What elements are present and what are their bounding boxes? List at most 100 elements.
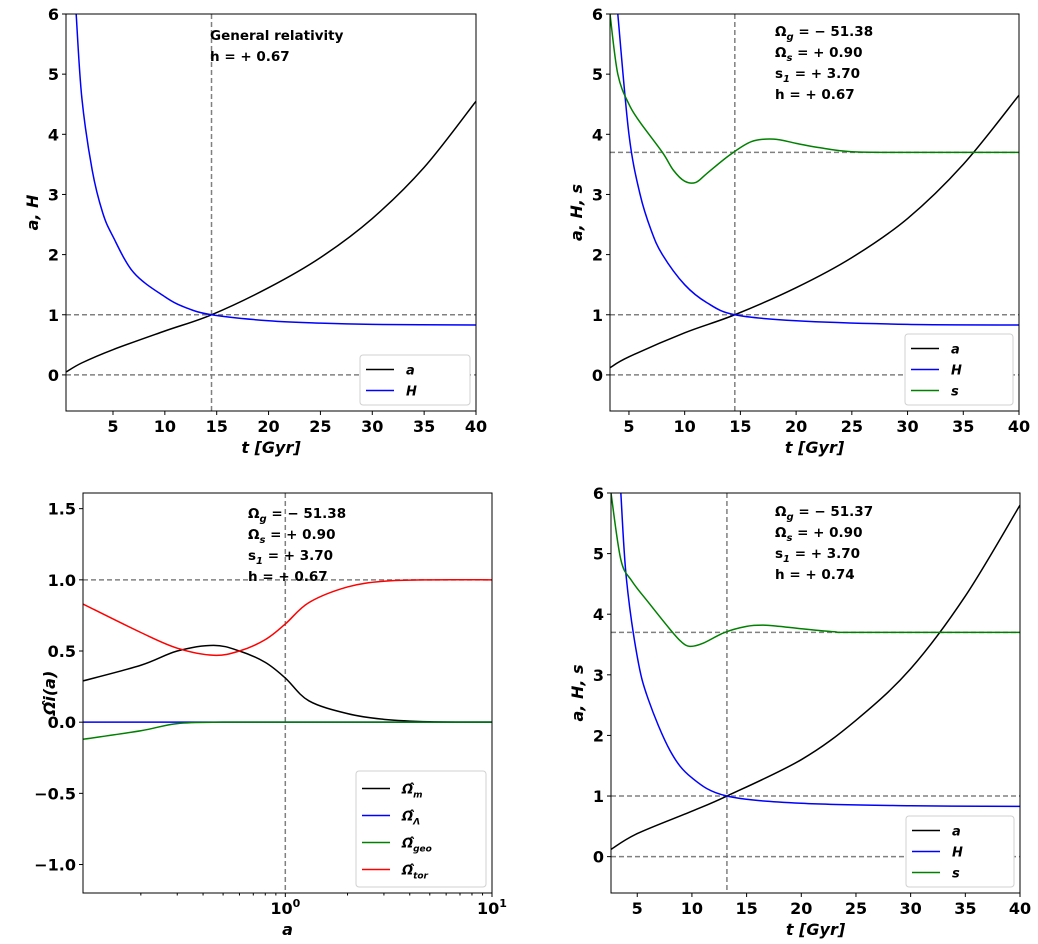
- y-tick-label: 1.5: [48, 500, 76, 519]
- y-tick-label: −1.0: [34, 856, 76, 875]
- annotation-value: = − 51.38: [794, 24, 873, 40]
- annotation-value: = + 0.90: [792, 45, 862, 61]
- series-group: [611, 493, 1020, 851]
- y-axis-label: a, H, s: [567, 184, 586, 241]
- annotation-value: = + 0.90: [265, 527, 335, 543]
- legend-label: s: [951, 385, 959, 400]
- series-group: [610, 14, 1019, 369]
- y-tick-label: 0.0: [48, 713, 76, 732]
- x-tick-label: 25: [309, 417, 331, 436]
- x-tick-label: 30: [361, 417, 383, 436]
- annotation-value: = − 51.38: [267, 506, 346, 522]
- x-axis-label: t [Gyr]: [241, 438, 301, 457]
- y-tick-label: 0.5: [48, 642, 76, 661]
- y-axis-label: a, H, s: [568, 664, 587, 721]
- y-axis-label: Ω̂i(a): [40, 671, 59, 717]
- legend-label: a: [406, 364, 415, 379]
- annotation-subscript: g: [259, 514, 266, 525]
- y-tick-label: 6: [48, 5, 59, 24]
- annotation-value: = + 3.70: [790, 546, 860, 562]
- x-tick-label: 20: [257, 417, 279, 436]
- x-tick-label: 15: [206, 417, 228, 436]
- y-tick-label: 2: [48, 246, 59, 265]
- annotation-text: h = + 0.74: [775, 567, 855, 583]
- x-tick-exponent: 0: [293, 897, 301, 910]
- annotation-text: Ωs = + 0.90: [248, 527, 335, 546]
- y-tick-label: 1: [593, 787, 604, 806]
- series-group: [66, 14, 476, 373]
- annotation-subscript: g: [786, 512, 793, 523]
- x-tick-label: 5: [632, 899, 643, 918]
- x-axis-label: t [Gyr]: [785, 438, 845, 457]
- annotation-subscript: s: [786, 53, 792, 64]
- annotation-subscript: 1: [256, 556, 263, 567]
- y-tick-label: 0: [48, 366, 59, 385]
- legend-label: a: [951, 343, 960, 358]
- annotation-value: = + 0.67: [785, 87, 855, 103]
- annotation-text: Ωg = − 51.38: [248, 506, 346, 525]
- annotation-value: = + 0.74: [785, 567, 855, 583]
- y-tick-label: 4: [593, 605, 604, 624]
- annotation-text: General relativity: [210, 28, 344, 44]
- x-tick-label: 25: [841, 417, 863, 436]
- series-line-a: [66, 100, 476, 373]
- x-tick-label: 5: [623, 417, 634, 436]
- x-tick-label: 101: [477, 897, 507, 918]
- legend: aHs: [905, 815, 1015, 888]
- annotation-value: = + 3.70: [263, 548, 333, 564]
- annotation-subscript: 1: [783, 554, 790, 565]
- series-line-H: [617, 14, 1019, 326]
- x-tick-label: 15: [729, 417, 751, 436]
- annotation-text: Ωs = + 0.90: [775, 45, 862, 64]
- annotation-subscript: g: [786, 32, 793, 43]
- x-tick-label: 20: [785, 417, 807, 436]
- y-tick-label: 6: [593, 484, 604, 503]
- legend-label: a: [952, 825, 961, 840]
- annotation-subscript: 1: [783, 74, 790, 85]
- subplot-top-right: 5 10 15 20 25 30 35 40 0 1 2 3 4 5 6 t [Gyr] a, H, s Ωg =…: [567, 5, 1030, 457]
- x-tick-label: 100: [270, 897, 300, 918]
- y-tick-label: 2: [593, 726, 604, 745]
- legend-subscript: geo: [413, 845, 432, 855]
- legend-box: [905, 815, 1015, 888]
- annotation-subscript: s: [259, 535, 265, 546]
- subplot-top-left: 5 10 15 20 25 30 35 40 0 1 2 3 4 5 6 t [Gyr] a, H General…: [23, 5, 487, 457]
- y-tick-label: 4: [48, 125, 59, 144]
- series-line-s: [610, 14, 1019, 184]
- annotation-text: h = + 0.67: [210, 49, 290, 65]
- x-tick-label: 35: [952, 417, 974, 436]
- annotation-text: Ωs = + 0.90: [775, 525, 862, 544]
- legend-subscript: m: [413, 791, 422, 801]
- y-axis-label: a, H: [23, 194, 42, 230]
- legend-subscript: tor: [413, 872, 428, 882]
- annotation-value: = + 0.67: [258, 569, 328, 585]
- axes-frame: [82, 492, 493, 894]
- subplot-bottom-right: 5 10 15 20 25 30 35 40 0 1 2 3 4 5 6 t [Gyr] a, H, s Ωg =…: [568, 484, 1031, 939]
- y-tick-label: −0.5: [34, 784, 76, 803]
- y-tick-label: 5: [48, 65, 59, 84]
- y-tick-label: 6: [592, 5, 603, 24]
- annotation-value: = + 0.67: [220, 49, 290, 65]
- y-tick-label: 3: [593, 666, 604, 685]
- annotation-text: h = + 0.67: [775, 87, 855, 103]
- annotation-text: s1 = + 3.70: [775, 66, 860, 85]
- subplot-bottom-left: 100 101−1.0−0.50.00.51.01.5aΩ̂i(a)Ωg = − …: [34, 492, 507, 939]
- legend-box: [904, 333, 1014, 406]
- y-tick-label: 4: [592, 125, 603, 144]
- series-line-a: [611, 504, 1020, 851]
- annotation-text: Ωg = − 51.38: [775, 24, 873, 43]
- axes-frame: [65, 13, 477, 412]
- legend-subscript: Λ: [412, 818, 420, 828]
- annotation-text: s1 = + 3.70: [248, 548, 333, 567]
- series-line-m: [83, 644, 492, 723]
- annotation-subscript: s: [786, 533, 792, 544]
- series-group: [83, 578, 492, 741]
- x-tick-label: 30: [900, 899, 922, 918]
- series-line-a: [610, 94, 1019, 369]
- y-tick-label: 0: [592, 366, 603, 385]
- x-tick-label: 40: [465, 417, 487, 436]
- x-tick-label: 35: [413, 417, 435, 436]
- legend-box: [355, 770, 487, 888]
